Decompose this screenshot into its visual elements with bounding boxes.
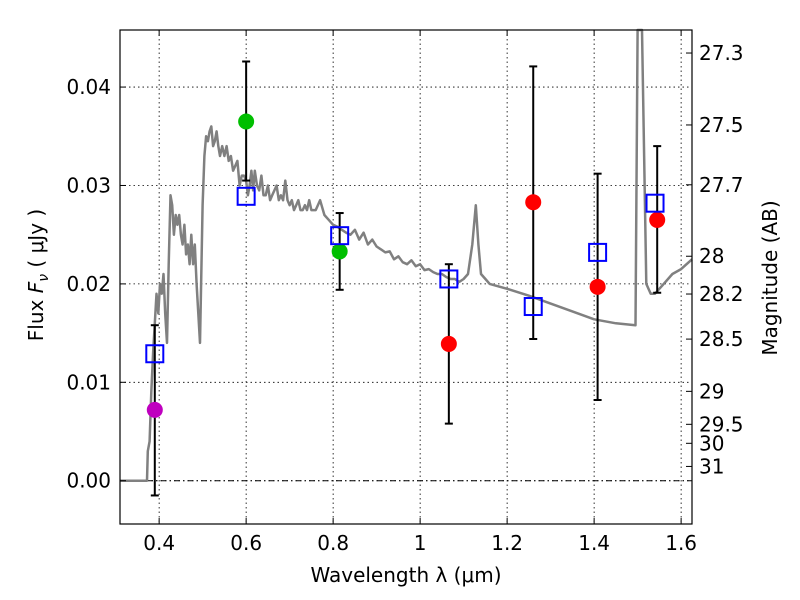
detection-points — [146, 113, 666, 418]
magnitude-tick-label: 30 — [699, 431, 724, 455]
x-tick-label: 1 — [414, 531, 427, 555]
y-tick-label: 0.00 — [66, 469, 111, 493]
model-flux-square — [439, 269, 459, 289]
magnitude-tick-label: 28.5 — [699, 327, 744, 351]
magnitude-tick-label: 29.5 — [699, 412, 744, 436]
detection-point — [649, 211, 666, 228]
y-axis-title-subscript: ν — [36, 274, 52, 282]
magnitude-axis-title: Magnitude (AB) — [758, 200, 782, 355]
model-flux-squares — [145, 186, 665, 364]
y-tick-label: 0.04 — [66, 75, 111, 99]
x-tick-label: 1.2 — [491, 531, 523, 555]
y-axis-title: Flux Fν ( μJy ) — [24, 209, 52, 341]
magnitude-tick-label: 29 — [699, 379, 724, 403]
model-flux-square — [588, 242, 608, 262]
magnitude-tick-label: 28 — [699, 244, 724, 268]
detection-point — [440, 335, 457, 352]
plot-frame — [119, 29, 693, 525]
detection-point — [238, 113, 255, 130]
y-axis-title-prefix: Flux — [24, 293, 48, 341]
magnitude-tick-label: 27.7 — [699, 173, 744, 197]
x-tick-label: 1.4 — [578, 531, 610, 555]
y-tick-label: 0.01 — [66, 370, 111, 394]
model-flux-square — [330, 226, 350, 246]
model-flux-square — [645, 193, 665, 213]
y-axis-title-symbol: F — [24, 281, 48, 293]
model-flux-square — [236, 186, 256, 206]
detection-point — [331, 243, 348, 260]
x-tick-label: 1.6 — [665, 531, 697, 555]
magnitude-tick-label: 31 — [699, 454, 724, 478]
model-flux-square — [523, 297, 543, 317]
y-axis-title-suffix: ( μJy ) — [24, 209, 48, 274]
x-axis-title: Wavelength λ (μm) — [310, 563, 501, 587]
x-tick-label: 0.6 — [230, 531, 262, 555]
magnitude-tick-label: 28.2 — [699, 282, 744, 306]
x-tick-label: 0.4 — [143, 531, 175, 555]
magnitude-tick-label: 27.5 — [699, 113, 744, 137]
model-flux-square — [145, 344, 165, 364]
y-tick-label: 0.02 — [66, 272, 111, 296]
y-axis-ticks: 0.00 0.01 0.02 0.03 0.04 — [66, 75, 126, 493]
detection-point — [589, 278, 606, 295]
magnitude-tick-label: 27.3 — [699, 41, 744, 65]
detection-point — [146, 401, 163, 418]
model-spectrum-line — [120, 28, 693, 482]
detection-point — [525, 194, 542, 211]
x-axis-ticks: 0.4 0.6 0.8 1 1.2 1.4 1.6 — [143, 30, 697, 555]
y-tick-label: 0.03 — [66, 173, 111, 197]
x-tick-label: 0.8 — [317, 531, 349, 555]
